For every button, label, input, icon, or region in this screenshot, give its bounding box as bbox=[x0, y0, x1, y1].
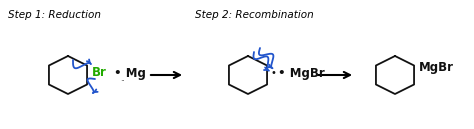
Text: •: • bbox=[271, 68, 277, 78]
Text: Step 2: Recombination: Step 2: Recombination bbox=[195, 10, 314, 20]
Text: Step 1: Reduction: Step 1: Reduction bbox=[8, 10, 101, 20]
Text: MgBr: MgBr bbox=[419, 61, 454, 74]
Text: Br: Br bbox=[92, 67, 107, 79]
Text: • MgBr: • MgBr bbox=[278, 67, 325, 79]
Text: • Mg: • Mg bbox=[114, 67, 146, 79]
Text: ··: ·· bbox=[120, 78, 126, 87]
